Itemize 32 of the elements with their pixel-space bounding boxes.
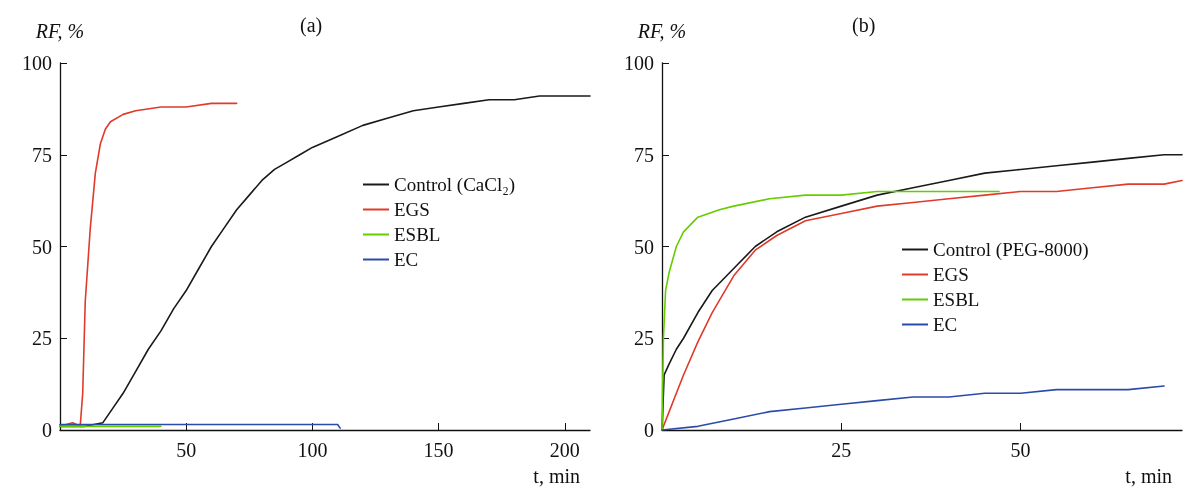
x-axis-title: t, min: [533, 465, 580, 487]
y-tick-label: 75: [32, 143, 52, 166]
x-tick-label: 25: [831, 439, 852, 461]
y-tick-label: 25: [32, 327, 52, 350]
y-tick-label: 50: [634, 235, 654, 258]
x-tick-label: 150: [423, 439, 454, 461]
y-axis-title: RF, %: [636, 20, 687, 42]
legend-label: ESBL: [933, 289, 980, 310]
y-tick-label: 100: [22, 52, 52, 74]
x-axis-title: t, min: [1125, 465, 1172, 487]
chart-title: (a): [300, 14, 323, 37]
y-tick-label: 75: [634, 143, 654, 166]
x-tick-label: 50: [1010, 439, 1031, 461]
x-tick-label: 200: [549, 439, 580, 461]
x-tick-label: 50: [176, 439, 197, 461]
chart-title: (b): [852, 14, 876, 37]
legend-label: Control (PEG-8000): [933, 239, 1089, 261]
legend-label: EGS: [933, 264, 969, 285]
x-tick-label: 100: [297, 439, 328, 461]
legend-label: ESBL: [394, 224, 441, 245]
line-series: [59, 102, 238, 428]
y-tick-label: 50: [32, 235, 52, 258]
line-series: [661, 385, 1165, 431]
y-axis-title: RF, %: [34, 20, 85, 42]
y-tick-label: 0: [42, 419, 52, 441]
legend-label: Control (CaCl₂): [394, 174, 516, 196]
legend-label: EC: [394, 249, 419, 270]
y-tick-label: 25: [634, 327, 654, 350]
legend-label: EC: [933, 314, 958, 335]
y-tick-label: 100: [624, 52, 654, 74]
legend-label: EGS: [394, 199, 430, 220]
y-tick-label: 0: [644, 419, 654, 441]
